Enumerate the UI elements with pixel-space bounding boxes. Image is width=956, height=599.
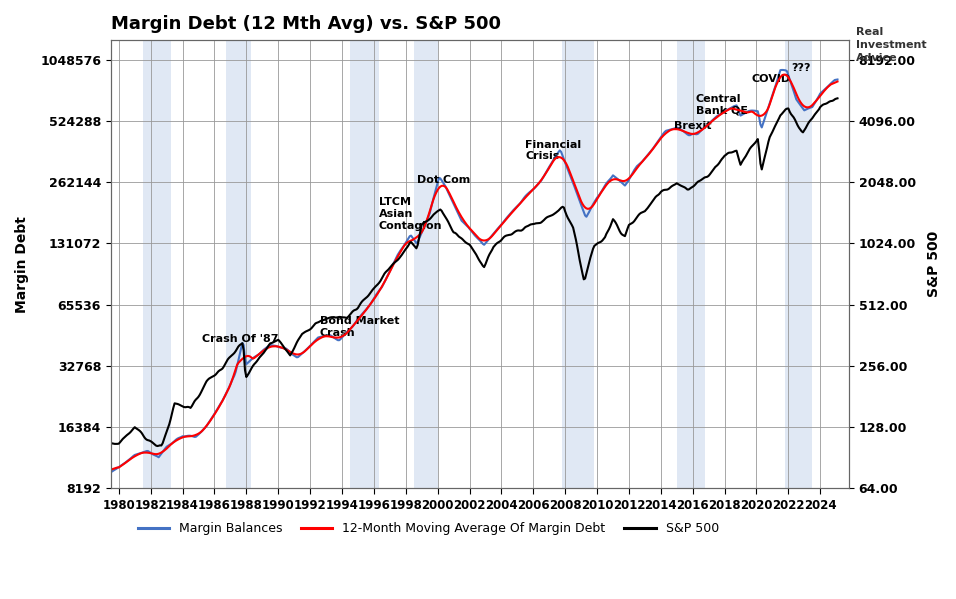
Text: Brexit: Brexit: [674, 121, 711, 131]
Text: Real
Investment
Advice: Real Investment Advice: [856, 27, 926, 63]
Bar: [142, 40, 171, 488]
Bar: [414, 40, 438, 488]
Bar: [350, 40, 379, 488]
Text: Crash Of '87: Crash Of '87: [202, 334, 278, 344]
Y-axis label: Margin Debt: Margin Debt: [15, 216, 29, 313]
Text: Financial
Crisis: Financial Crisis: [525, 140, 581, 161]
Bar: [677, 40, 706, 488]
Text: Dot Com: Dot Com: [417, 175, 470, 185]
Bar: [226, 40, 251, 488]
Text: Margin Debt (12 Mth Avg) vs. S&P 500: Margin Debt (12 Mth Avg) vs. S&P 500: [111, 15, 501, 33]
Bar: [562, 40, 594, 488]
Text: ???: ???: [792, 63, 811, 73]
Text: COVID: COVID: [751, 74, 791, 83]
Bar: [785, 40, 813, 488]
Text: Central
Bank QE: Central Bank QE: [696, 94, 748, 116]
Y-axis label: S&P 500: S&P 500: [927, 231, 941, 297]
Text: Bond Market
Crash: Bond Market Crash: [319, 316, 400, 338]
Text: LTCM
Asian
Contagion: LTCM Asian Contagion: [379, 198, 442, 231]
Legend: Margin Balances, 12-Month Moving Average Of Margin Debt, S&P 500: Margin Balances, 12-Month Moving Average…: [133, 518, 724, 540]
